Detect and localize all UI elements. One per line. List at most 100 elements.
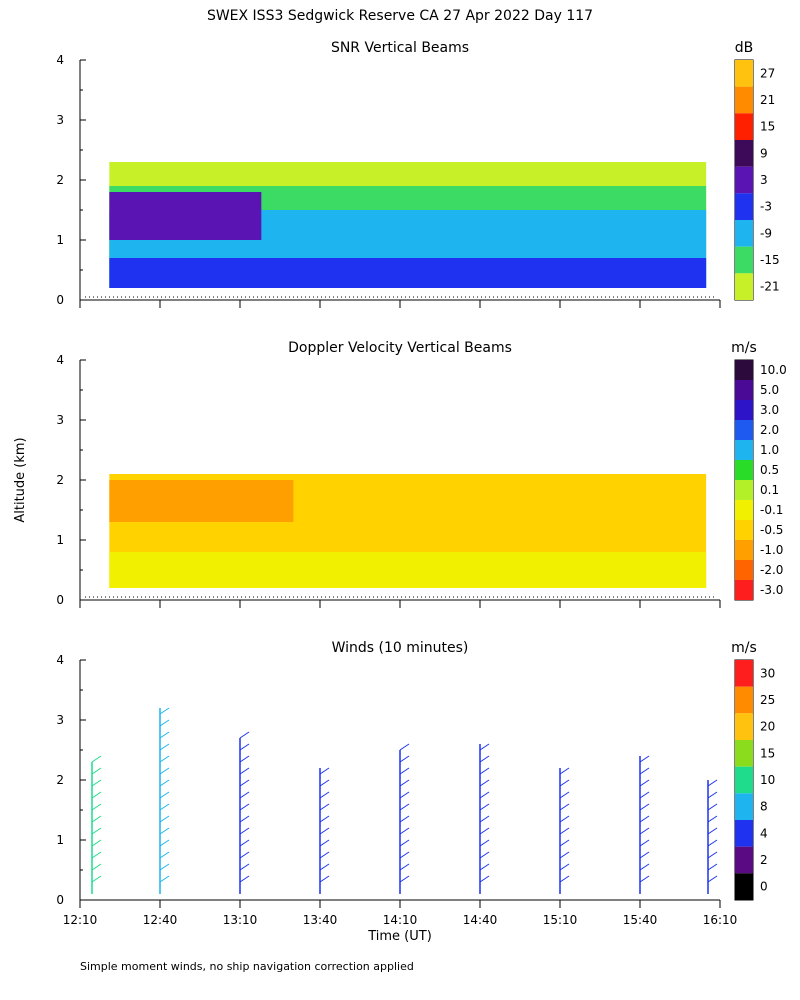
velocity-colorbar-label: -0.5 — [760, 523, 783, 537]
winds-colorbar-swatch — [735, 713, 753, 740]
winds-x-tick-label: 16:10 — [703, 913, 738, 927]
snr-colorbar-label: 27 — [760, 66, 775, 80]
wind-barb — [559, 839, 570, 847]
wind-barb — [91, 803, 102, 811]
wind-barb — [159, 803, 170, 811]
snr-heatmap-cell — [109, 258, 707, 288]
winds-x-tick-label: 12:40 — [143, 913, 178, 927]
footnote: Simple moment winds, no ship navigation … — [80, 960, 414, 973]
snr-colorbar-swatch — [735, 60, 753, 87]
winds-colorbar-swatch — [735, 766, 753, 794]
wind-barb — [319, 851, 330, 859]
winds-colorbar-label: 4 — [760, 826, 768, 840]
wind-barb — [559, 827, 570, 835]
winds-x-tick-label: 15:40 — [623, 913, 658, 927]
velocity-colorbar-swatch — [735, 440, 753, 460]
wind-barb — [639, 875, 650, 883]
wind-barb — [399, 827, 410, 835]
wind-barb — [399, 803, 410, 811]
wind-barb — [479, 827, 490, 835]
winds-colorbar-swatch — [735, 846, 753, 874]
wind-barb — [707, 815, 718, 823]
wind-barb — [319, 767, 330, 775]
snr-colorbar-swatch — [735, 246, 753, 274]
winds-x-tick-label: 15:10 — [543, 913, 578, 927]
snr-colorbar-label: 3 — [760, 173, 768, 187]
wind-barb — [479, 839, 490, 847]
winds-y-tick-label: 4 — [56, 653, 64, 667]
velocity-heatmap-cell — [109, 552, 707, 588]
wind-barb — [707, 863, 718, 871]
wind-barb — [319, 815, 330, 823]
winds-x-axis: 12:10 12:40 13:10 13:40 14:10 14:40 15:10 15:40… — [63, 900, 738, 927]
snr-colorbar-label: 21 — [760, 93, 775, 107]
snr-y-tick-label: 0 — [56, 293, 64, 307]
winds-colorbar-units: m/s — [731, 640, 757, 656]
snr-colorbar-label: -15 — [760, 253, 780, 267]
winds-colorbar-label: 30 — [760, 666, 775, 680]
wind-barb — [159, 779, 170, 787]
wind-barb — [639, 815, 650, 823]
snr-heatmap-cell — [109, 192, 262, 240]
winds-colorbar-swatch — [735, 686, 753, 714]
velocity-colorbar-label: -1.0 — [760, 543, 783, 557]
wind-barb — [559, 791, 570, 799]
velocity-colorbar-swatch — [735, 460, 753, 480]
wind-barb — [559, 863, 570, 871]
x-axis-label: Time (UT) — [367, 929, 432, 944]
wind-barb — [239, 827, 250, 835]
wind-barb — [239, 803, 250, 811]
wind-barb — [159, 827, 170, 835]
wind-barb — [639, 863, 650, 871]
snr-y-tick-label: 3 — [56, 113, 64, 127]
wind-barb — [319, 791, 330, 799]
wind-barb — [479, 767, 490, 775]
wind-barb — [639, 791, 650, 799]
winds-x-tick-label: 13:10 — [223, 913, 258, 927]
wind-barb — [559, 779, 570, 787]
winds-colorbar-swatch — [735, 820, 753, 847]
wind-barb — [91, 767, 102, 775]
winds-panel-title: Winds (10 minutes) — [332, 640, 469, 656]
wind-barb — [639, 803, 650, 811]
wind-barb — [707, 827, 718, 835]
winds-y-axis: 0 1 2 3 4 — [56, 653, 86, 907]
winds-colorbar-label: 10 — [760, 773, 775, 787]
wind-barb — [91, 755, 102, 763]
snr-panel: SNR Vertical Beams 0 1 2 3 4 dB 27 21 15 9 3 -3 -9… — [56, 40, 780, 308]
wind-barb — [159, 731, 170, 739]
wind-barb — [319, 803, 330, 811]
wind-barb — [399, 815, 410, 823]
snr-colorbar: 27 21 15 9 3 -3 -9 -15 -21 — [734, 59, 780, 301]
wind-barb — [639, 827, 650, 835]
winds-colorbar-label: 20 — [760, 720, 775, 734]
wind-barb — [239, 779, 250, 787]
velocity-colorbar-label: 0.1 — [760, 483, 779, 497]
velocity-colorbar-swatch — [735, 500, 753, 520]
winds-y-tick-label: 1 — [56, 833, 64, 847]
snr-y-tick-label: 4 — [56, 53, 64, 67]
wind-barb — [159, 875, 170, 883]
wind-barb — [399, 779, 410, 787]
winds-colorbar-label: 2 — [760, 853, 768, 867]
winds-colorbar-swatch — [735, 793, 753, 820]
wind-barb — [159, 815, 170, 823]
velocity-y-tick-label: 3 — [56, 413, 64, 427]
wind-barb — [239, 875, 250, 883]
wind-barb — [559, 875, 570, 883]
wind-barb — [639, 779, 650, 787]
snr-heatmap-layers — [109, 162, 707, 288]
velocity-heatmap-cell — [109, 480, 294, 522]
velocity-colorbar-swatch — [735, 360, 753, 380]
wind-barb — [399, 755, 410, 763]
winds-colorbar-label: 8 — [760, 800, 768, 814]
velocity-colorbar-swatch — [735, 380, 753, 400]
velocity-y-tick-label: 4 — [56, 353, 64, 367]
wind-barb — [479, 803, 490, 811]
wind-barb — [707, 875, 718, 883]
snr-colorbar-label: 9 — [760, 146, 768, 160]
wind-barb — [479, 791, 490, 799]
wind-barb — [239, 755, 250, 763]
wind-barb — [639, 851, 650, 859]
